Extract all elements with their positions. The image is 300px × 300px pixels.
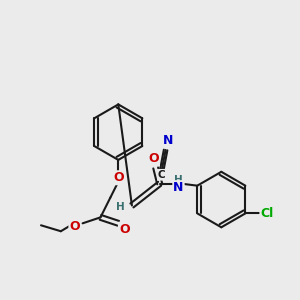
Text: H: H xyxy=(174,175,183,185)
Text: O: O xyxy=(69,220,80,233)
Text: O: O xyxy=(148,152,159,165)
Text: O: O xyxy=(119,223,130,236)
Text: Cl: Cl xyxy=(260,207,274,220)
Text: N: N xyxy=(162,134,173,147)
Text: N: N xyxy=(173,181,184,194)
Text: H: H xyxy=(116,202,124,212)
Text: C: C xyxy=(158,170,166,180)
Text: O: O xyxy=(113,171,124,184)
